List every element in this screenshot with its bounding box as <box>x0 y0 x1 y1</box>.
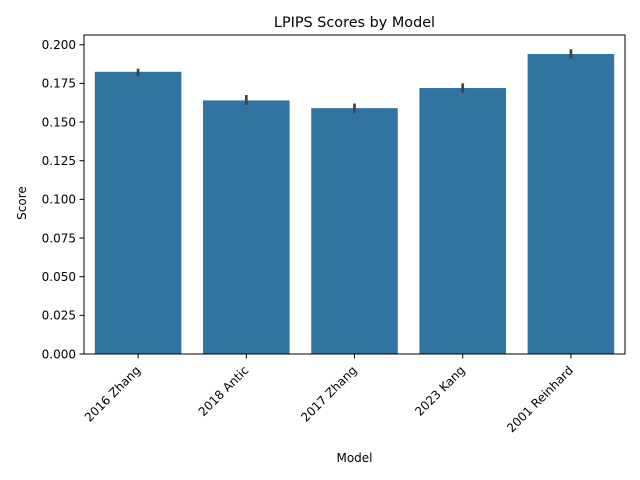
x-tick-label: 2017 Zhang <box>298 363 359 424</box>
y-axis-label: Score <box>15 186 29 220</box>
plot-frame <box>83 34 626 355</box>
error-bars-group <box>136 49 573 113</box>
bar <box>527 54 615 355</box>
y-tick-label: 0.175 <box>42 77 76 91</box>
bar <box>203 100 290 354</box>
bars-group <box>94 54 615 355</box>
y-tick-label: 0.000 <box>42 347 76 361</box>
y-tick-label: 0.100 <box>42 193 76 207</box>
x-tick-label: 2001 Reinhard <box>504 363 576 435</box>
x-axis: 2016 Zhang 2018 Antic 2017 Zhang 2023 Kang 2… <box>82 354 576 435</box>
y-tick-label: 0.200 <box>42 38 76 52</box>
y-tick-label: 0.075 <box>42 231 76 245</box>
x-tick-label: 2023 Kang <box>412 363 468 419</box>
bar <box>94 71 182 354</box>
x-tick-label: 2018 Antic <box>196 363 252 419</box>
x-tick-label: 2016 Zhang <box>82 363 143 424</box>
y-axis: 0.000 0.025 0.050 0.075 0.100 0.125 0.150 0.175… <box>42 38 84 361</box>
y-tick-label: 0.125 <box>42 154 76 168</box>
x-axis-label: Model <box>336 451 372 465</box>
bar <box>419 88 506 354</box>
y-tick-label: 0.025 <box>42 309 76 323</box>
y-tick-label: 0.050 <box>42 270 76 284</box>
y-tick-label: 0.150 <box>42 115 76 129</box>
chart-title: LPIPS Scores by Model <box>274 15 435 31</box>
bar <box>311 108 398 354</box>
